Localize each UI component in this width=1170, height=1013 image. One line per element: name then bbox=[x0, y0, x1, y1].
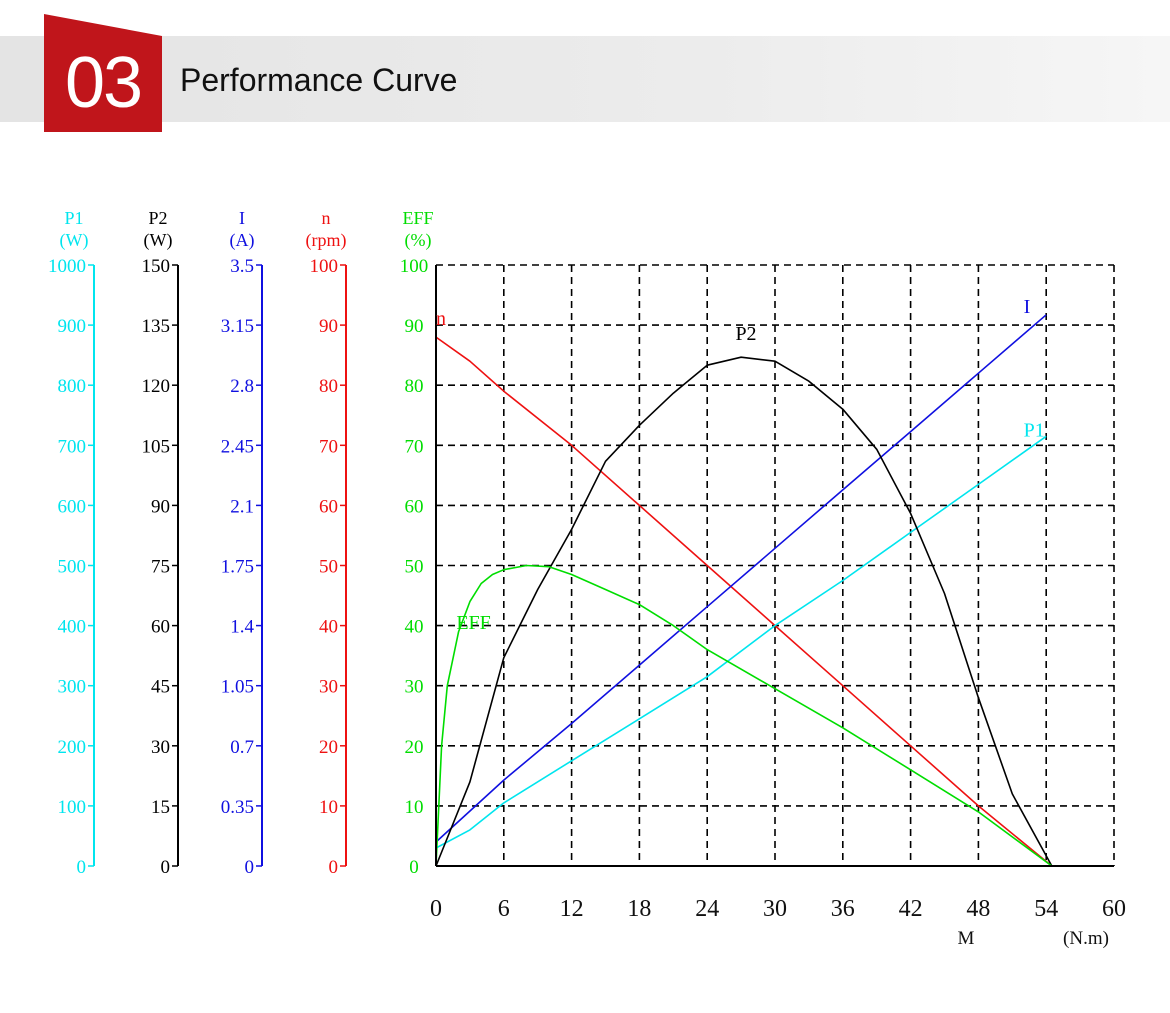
axis-tick-label-p1: 500 bbox=[58, 557, 87, 578]
x-tick-label: 60 bbox=[1102, 896, 1126, 922]
axis-tick-label-n: 80 bbox=[319, 376, 338, 397]
eff-tick-label: 30 bbox=[405, 677, 424, 698]
axis-tick-label-p2: 15 bbox=[151, 797, 170, 818]
x-tick-label: 48 bbox=[966, 896, 990, 922]
eff-tick-label: 50 bbox=[405, 557, 424, 578]
axis-tick-label-p2: 45 bbox=[151, 677, 170, 698]
axis-tick-label-i: 2.45 bbox=[221, 436, 254, 457]
x-tick-label: 54 bbox=[1034, 896, 1058, 922]
axis-tick-label-n: 70 bbox=[319, 436, 338, 457]
axis-tick-label-n: 0 bbox=[329, 857, 339, 878]
axis-tick-label-n: 10 bbox=[319, 797, 338, 818]
section-badge bbox=[44, 14, 162, 132]
series-i-line bbox=[435, 314, 1047, 843]
axis-tick-label-p2: 120 bbox=[142, 376, 171, 397]
series-eff-line bbox=[435, 564, 1053, 867]
curve-label-n: n bbox=[436, 308, 446, 330]
axis-unit-p1: (W) bbox=[60, 230, 89, 251]
axis-tick-label-p2: 135 bbox=[142, 316, 171, 337]
series-layer bbox=[435, 314, 1053, 867]
series-p1-line bbox=[435, 435, 1047, 849]
eff-tick-label: 70 bbox=[405, 436, 424, 457]
axis-tick-label-i: 1.4 bbox=[230, 617, 254, 638]
axis-tick-label-n: 100 bbox=[310, 256, 339, 277]
axis-tick-label-p1: 300 bbox=[58, 677, 87, 698]
axis-tick-label-n: 20 bbox=[319, 737, 338, 758]
axis-tick-label-p1: 900 bbox=[58, 316, 87, 337]
axis-tick-label-p2: 90 bbox=[151, 496, 170, 517]
curve-label-i: I bbox=[1024, 296, 1031, 318]
x-tick-label: 42 bbox=[899, 896, 923, 922]
axis-tick-label-p1: 700 bbox=[58, 436, 87, 457]
axis-tick-label-i: 2.8 bbox=[230, 376, 254, 397]
axis-tick-label-p2: 30 bbox=[151, 737, 170, 758]
section-number: 03 bbox=[64, 43, 143, 123]
axis-tick-label-n: 60 bbox=[319, 496, 338, 517]
axis-tick-label-p2: 105 bbox=[142, 436, 171, 457]
series-n-line bbox=[435, 336, 1053, 867]
x-tick-label: 18 bbox=[627, 896, 651, 922]
axis-tick-label-p2: 150 bbox=[142, 256, 171, 277]
axis-tick-label-i: 1.75 bbox=[221, 557, 254, 578]
axis-tick-label-p1: 200 bbox=[58, 737, 87, 758]
axis-tick-label-i: 0.35 bbox=[221, 797, 254, 818]
axes-layer: 0 6 12 18 24 30 36 42 48 54 60 M (N.m) 0 10 20 30 40 50 60 7… bbox=[48, 208, 1126, 949]
axis-label-p2: P2 bbox=[148, 208, 167, 228]
eff-tick-label: 80 bbox=[405, 376, 424, 397]
axis-tick-label-n: 50 bbox=[319, 557, 338, 578]
eff-tick-label: 90 bbox=[405, 316, 424, 337]
axis-tick-label-p1: 600 bbox=[58, 496, 87, 517]
section-title: Performance Curve bbox=[180, 62, 458, 98]
curve-label-p2: P2 bbox=[735, 323, 756, 345]
axis-tick-label-p1: 400 bbox=[58, 617, 87, 638]
axis-tick-label-p2: 0 bbox=[161, 857, 171, 878]
axis-unit-p2: (W) bbox=[144, 230, 173, 251]
axis-tick-label-i: 0 bbox=[245, 857, 255, 878]
axis-tick-label-n: 40 bbox=[319, 617, 338, 638]
axis-tick-label-p2: 75 bbox=[151, 557, 170, 578]
axis-tick-label-p1: 0 bbox=[77, 857, 87, 878]
axis-tick-label-i: 0.7 bbox=[230, 737, 254, 758]
eff-tick-label: 100 bbox=[400, 256, 429, 277]
axis-tick-label-n: 30 bbox=[319, 677, 338, 698]
axis-label-n: n bbox=[322, 208, 331, 228]
x-axis-unit: (N.m) bbox=[1063, 928, 1109, 949]
axis-tick-label-i: 1.05 bbox=[221, 677, 254, 698]
axis-tick-label-p1: 1000 bbox=[48, 256, 86, 277]
axis-tick-label-p1: 100 bbox=[58, 797, 87, 818]
curve-label-p1: P1 bbox=[1024, 419, 1045, 441]
labels-layer: n P2 I P1 EFF bbox=[436, 296, 1045, 634]
axis-tick-label-i: 2.1 bbox=[230, 496, 254, 517]
series-p2-line bbox=[435, 356, 1053, 867]
eff-tick-label: 40 bbox=[405, 617, 424, 638]
eff-tick-label: 10 bbox=[405, 797, 424, 818]
curve-label-eff: EFF bbox=[456, 612, 490, 634]
x-tick-label: 0 bbox=[430, 896, 442, 922]
x-axis-label: M bbox=[958, 928, 975, 949]
axis-unit-n: (rpm) bbox=[306, 230, 347, 251]
axis-tick-label-i: 3.5 bbox=[230, 256, 254, 277]
axis-label-p1: P1 bbox=[64, 208, 83, 228]
x-tick-label: 24 bbox=[695, 896, 719, 922]
eff-tick-label: 20 bbox=[405, 737, 424, 758]
axis-unit-i: (A) bbox=[230, 230, 255, 251]
axis-tick-label-n: 90 bbox=[319, 316, 338, 337]
eff-tick-label: 60 bbox=[405, 496, 424, 517]
eff-tick-label: 0 bbox=[409, 857, 419, 878]
x-tick-label: 12 bbox=[560, 896, 584, 922]
eff-axis-label: EFF bbox=[402, 208, 433, 228]
axis-tick-label-p1: 800 bbox=[58, 376, 87, 397]
x-tick-label: 36 bbox=[831, 896, 855, 922]
axis-label-i: I bbox=[239, 208, 245, 228]
x-tick-label: 6 bbox=[498, 896, 510, 922]
axis-tick-label-i: 3.15 bbox=[221, 316, 254, 337]
eff-axis-unit: (%) bbox=[405, 230, 432, 251]
axis-tick-label-p2: 60 bbox=[151, 617, 170, 638]
header-bar bbox=[0, 36, 1170, 122]
x-tick-label: 30 bbox=[763, 896, 787, 922]
